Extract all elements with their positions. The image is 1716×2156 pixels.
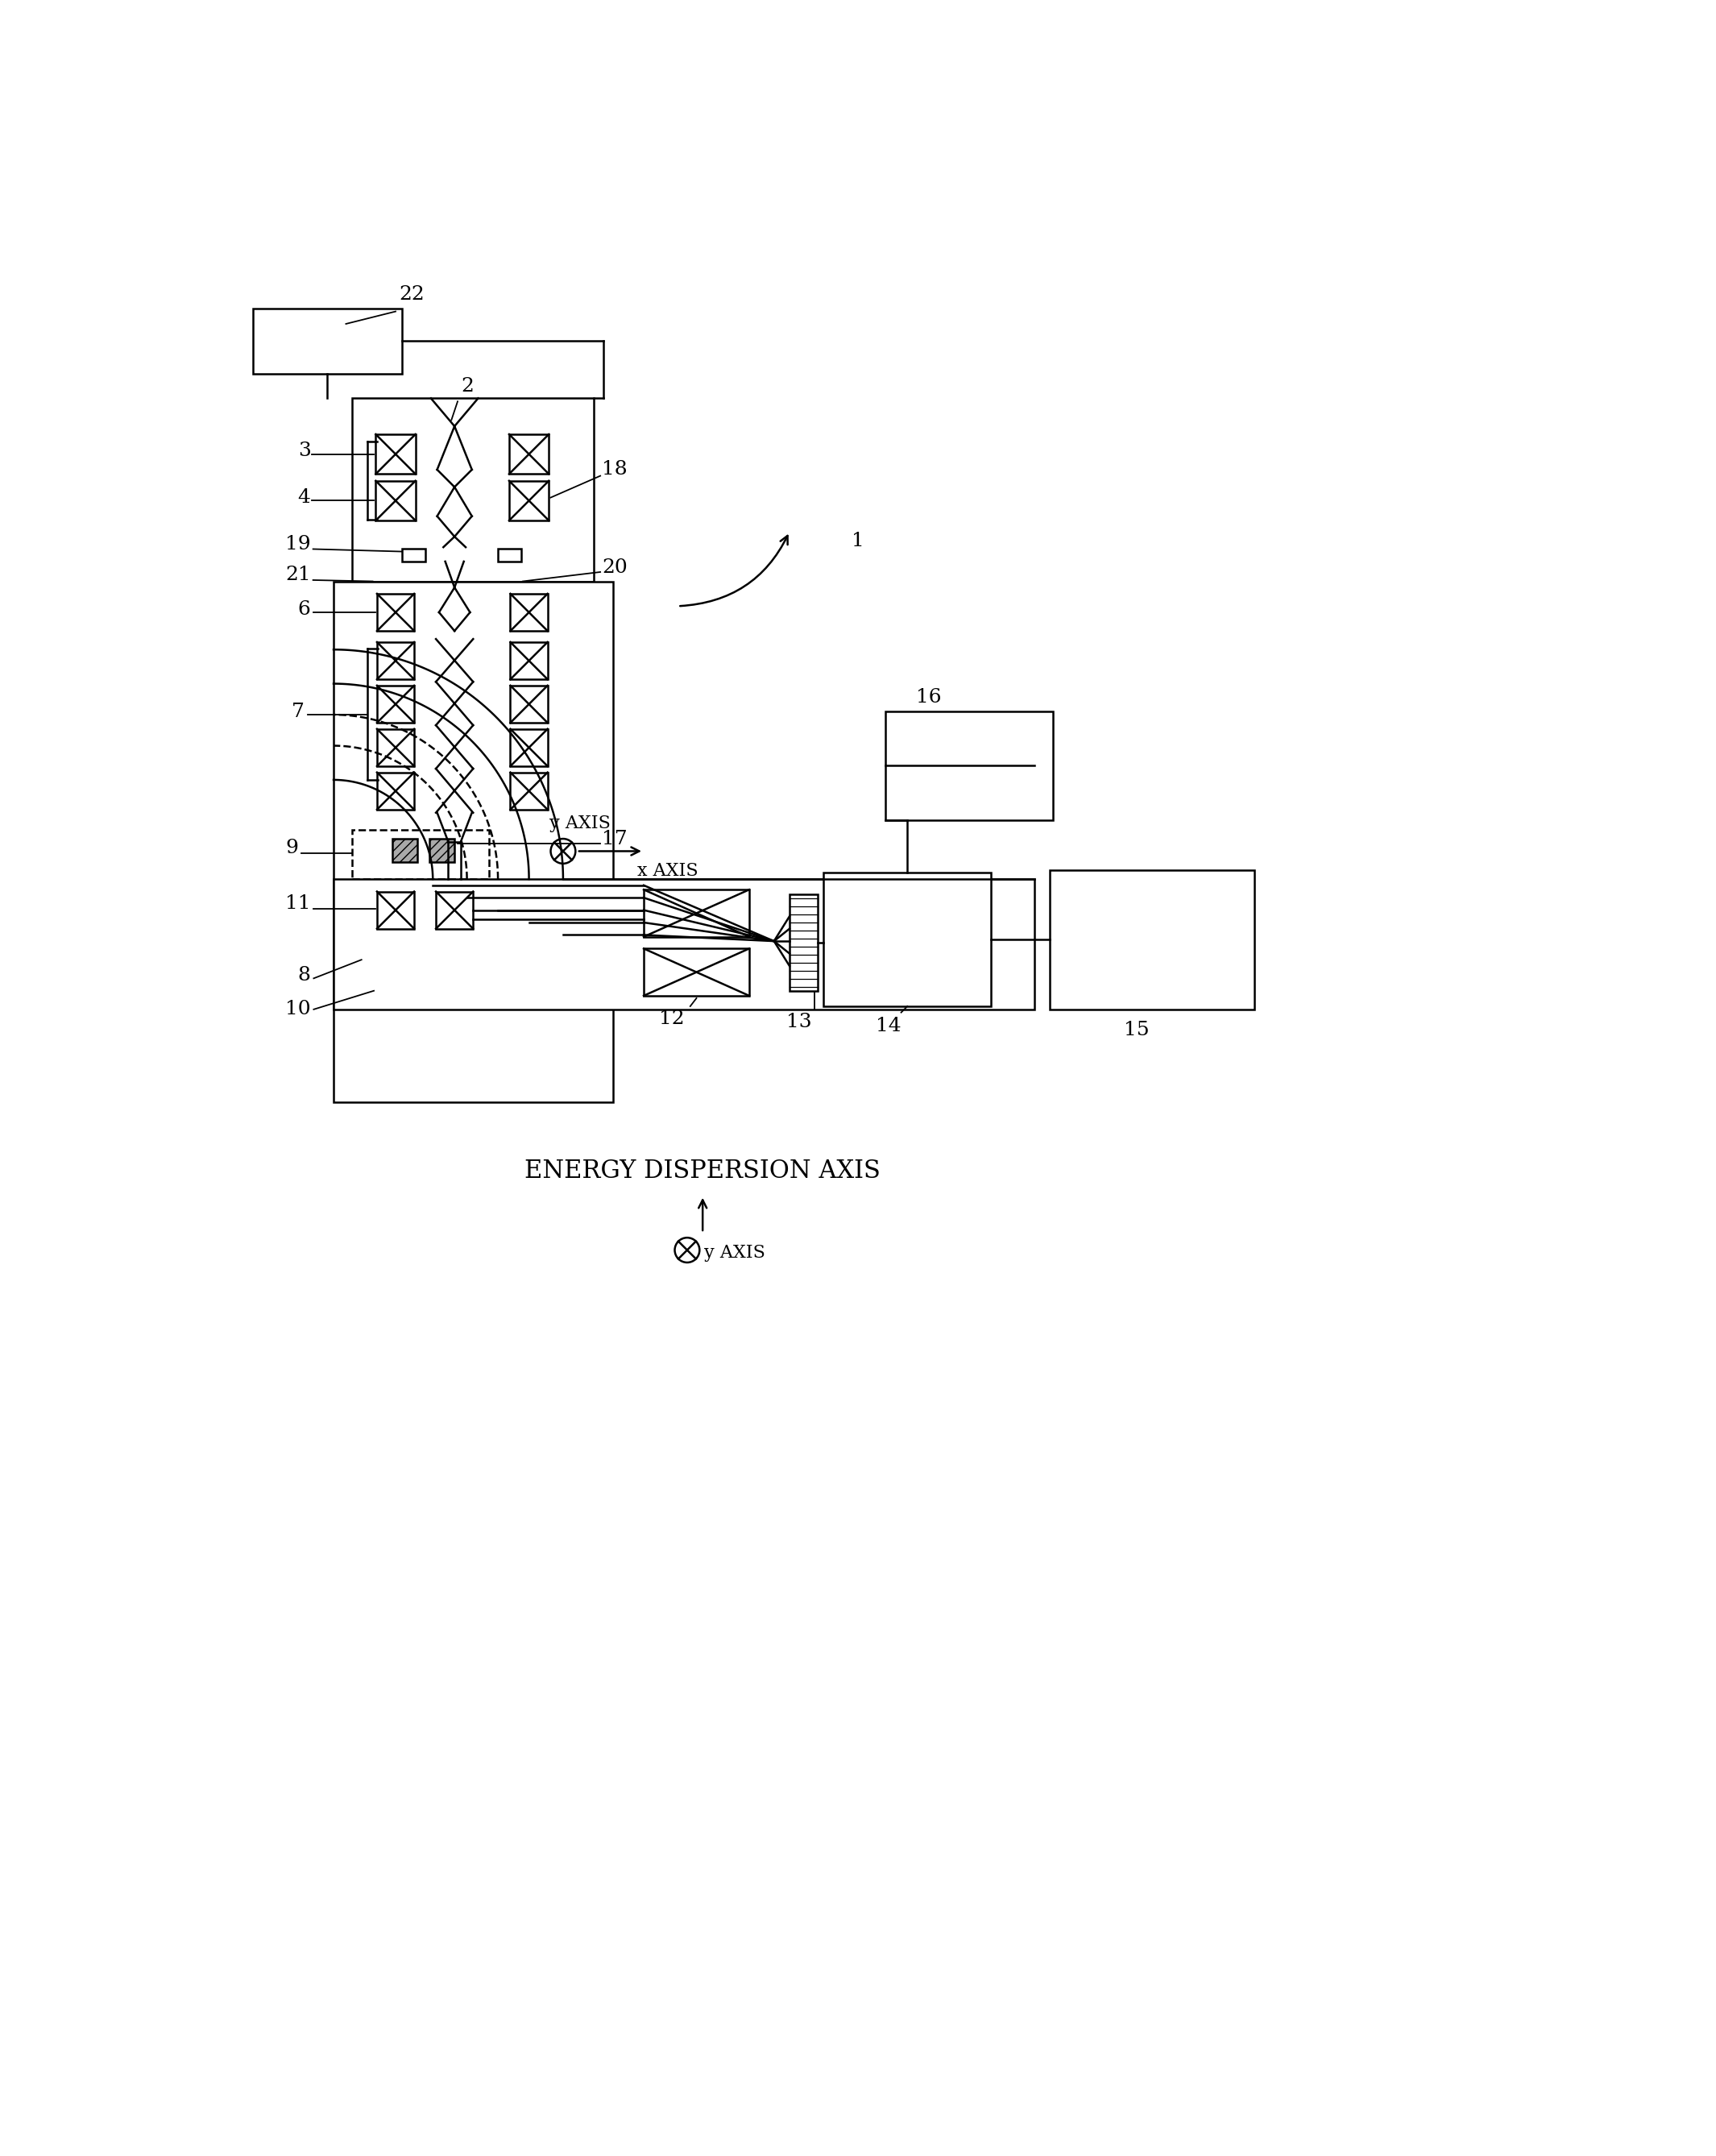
Bar: [510, 593, 547, 632]
Bar: [789, 895, 817, 992]
Bar: [429, 839, 455, 862]
Text: y AXIS: y AXIS: [549, 815, 611, 832]
Bar: [393, 839, 417, 862]
Text: 12: 12: [659, 1009, 685, 1028]
Text: 18: 18: [602, 461, 628, 479]
Text: 19: 19: [285, 535, 311, 554]
Bar: [1050, 869, 1254, 1009]
Bar: [378, 890, 414, 929]
Text: 15: 15: [1124, 1020, 1150, 1039]
Bar: [333, 582, 613, 1102]
Text: 1: 1: [851, 533, 865, 550]
Bar: [644, 890, 750, 938]
Bar: [352, 399, 594, 582]
Text: 4: 4: [299, 487, 311, 507]
Text: 13: 13: [786, 1013, 812, 1031]
Bar: [402, 550, 426, 561]
Text: 9: 9: [285, 839, 299, 858]
Bar: [252, 308, 402, 373]
Bar: [644, 949, 750, 996]
Text: 3: 3: [299, 442, 311, 459]
Bar: [510, 686, 547, 722]
Bar: [378, 593, 414, 632]
Text: 7: 7: [292, 703, 304, 720]
Bar: [378, 772, 414, 811]
Bar: [510, 642, 547, 679]
Text: y AXIS: y AXIS: [704, 1244, 765, 1261]
Bar: [352, 830, 489, 880]
Bar: [510, 729, 547, 765]
Bar: [498, 550, 522, 561]
Bar: [885, 711, 1054, 819]
Text: 14: 14: [875, 1018, 901, 1035]
Text: 16: 16: [916, 688, 942, 707]
Text: 11: 11: [285, 895, 311, 914]
Bar: [376, 481, 415, 520]
Bar: [510, 772, 547, 811]
Text: 6: 6: [299, 599, 311, 619]
Bar: [378, 642, 414, 679]
Text: 8: 8: [299, 966, 311, 985]
Bar: [510, 481, 549, 520]
Text: 17: 17: [602, 830, 628, 847]
Bar: [378, 686, 414, 722]
Text: 20: 20: [602, 558, 628, 578]
Text: 21: 21: [285, 565, 311, 584]
Bar: [376, 433, 415, 474]
Text: x AXIS: x AXIS: [638, 862, 698, 880]
Text: 2: 2: [460, 377, 474, 395]
Bar: [510, 433, 549, 474]
Text: 10: 10: [285, 1000, 311, 1018]
Text: 22: 22: [398, 285, 424, 304]
Bar: [333, 880, 1035, 1009]
Bar: [436, 890, 474, 929]
Bar: [824, 873, 992, 1007]
Bar: [378, 729, 414, 765]
Text: ENERGY DISPERSION AXIS: ENERGY DISPERSION AXIS: [525, 1158, 880, 1184]
